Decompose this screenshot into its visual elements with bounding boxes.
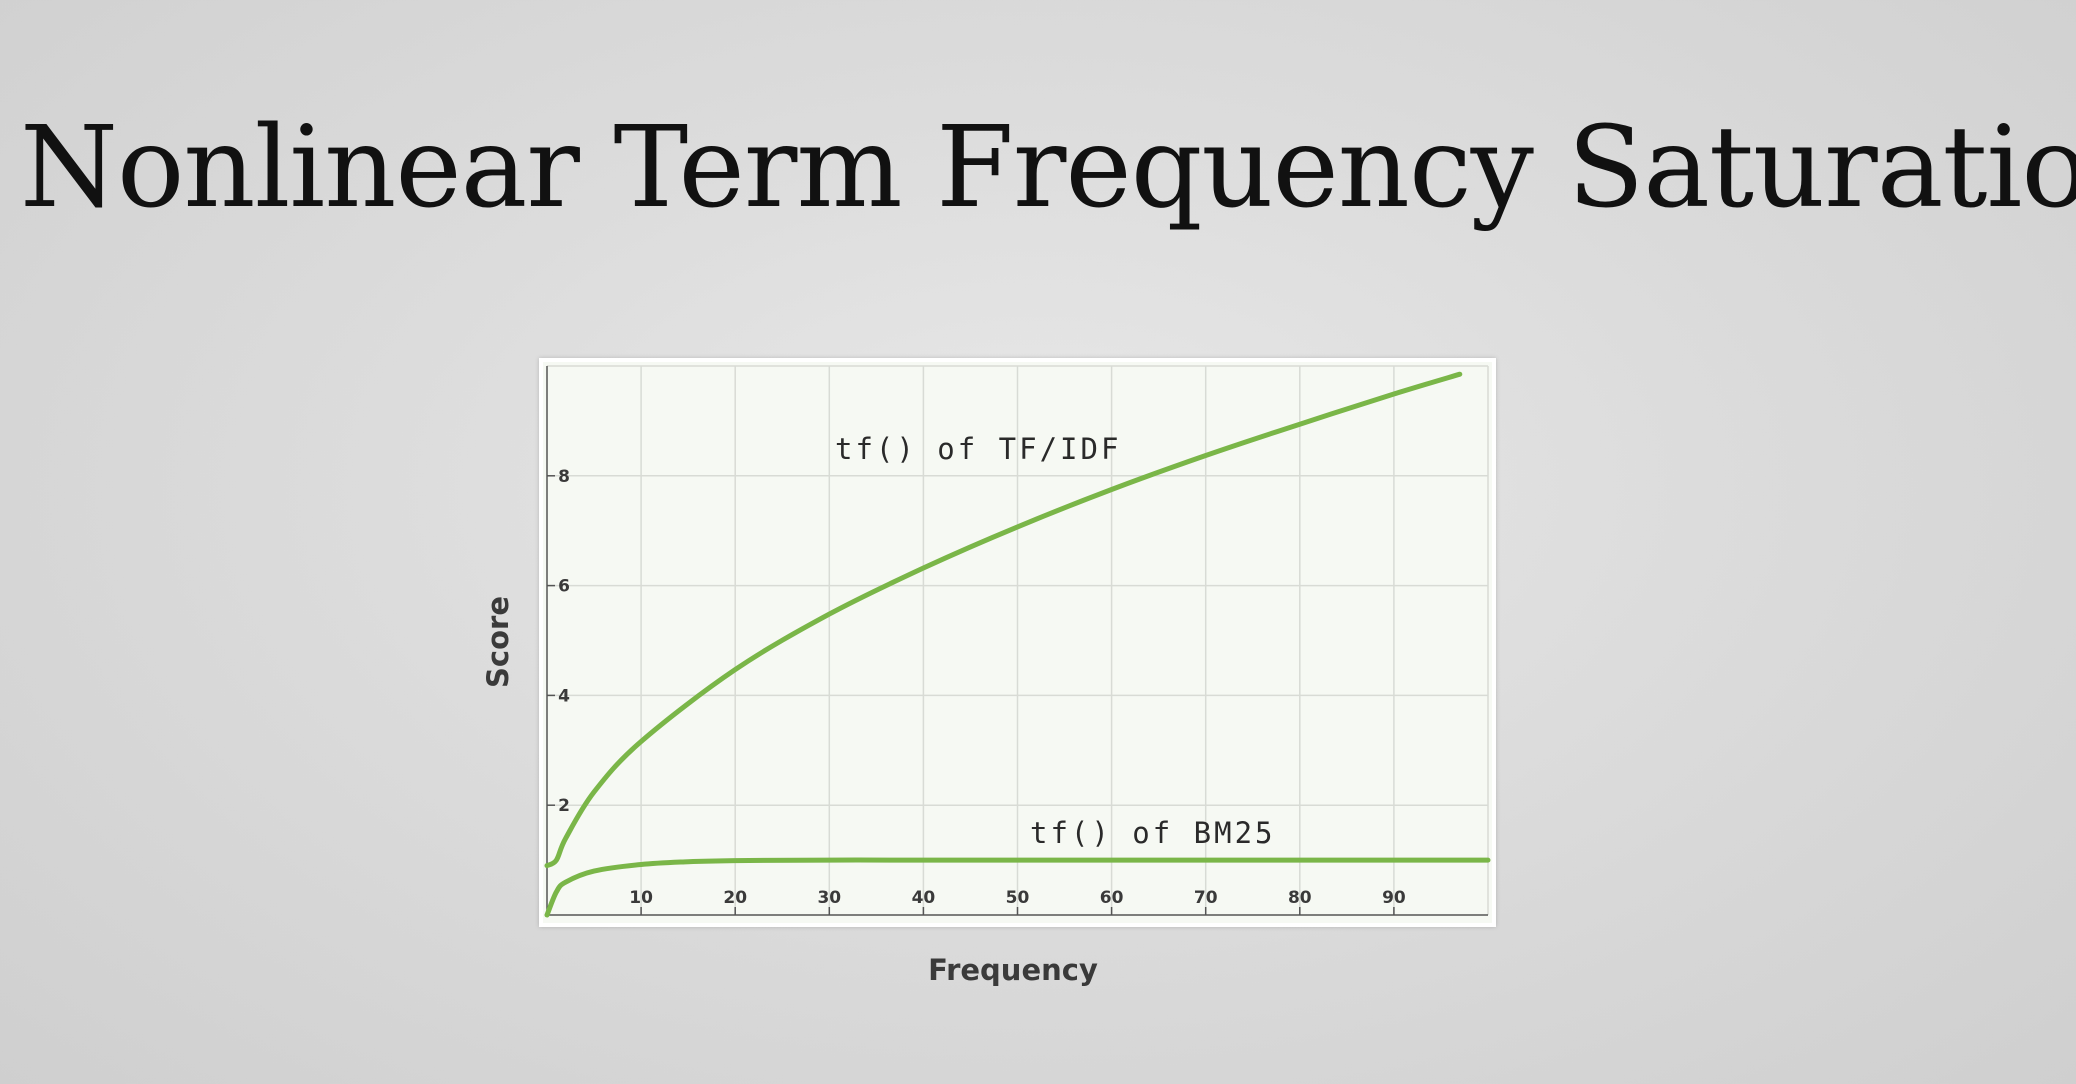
y-tick-label: 2 bbox=[558, 796, 570, 816]
x-axis-title: Frequency bbox=[928, 953, 1098, 987]
x-tick-label: 30 bbox=[817, 888, 841, 908]
x-tick-label: 50 bbox=[1006, 888, 1030, 908]
series-label-tfidf: tf() of TF/IDF bbox=[835, 432, 1121, 466]
x-tick-label: 70 bbox=[1194, 888, 1218, 908]
y-axis-title: Score bbox=[481, 596, 515, 688]
y-tick-label: 6 bbox=[558, 577, 570, 597]
y-tick-label: 8 bbox=[558, 467, 570, 487]
x-tick-label: 20 bbox=[723, 888, 747, 908]
series-line-tfidf bbox=[544, 371, 1463, 869]
chart-series bbox=[544, 371, 1491, 918]
x-tick-label: 80 bbox=[1288, 888, 1312, 908]
x-tick-label: 90 bbox=[1382, 888, 1406, 908]
slide-title: Nonlinear Term Frequency Saturation bbox=[20, 103, 2076, 233]
tick-labels: 10 20 30 40 50 60 70 80 90 2 4 6 8 bbox=[558, 467, 1406, 908]
chart-axes bbox=[546, 366, 1488, 916]
series-label-bm25: tf() of BM25 bbox=[1030, 816, 1276, 850]
x-tick-label: 10 bbox=[629, 888, 653, 908]
y-tick-label: 4 bbox=[558, 686, 570, 706]
x-tick-label: 60 bbox=[1100, 888, 1124, 908]
x-tick-label: 40 bbox=[912, 888, 936, 908]
series-line-bm25 bbox=[544, 857, 1491, 918]
